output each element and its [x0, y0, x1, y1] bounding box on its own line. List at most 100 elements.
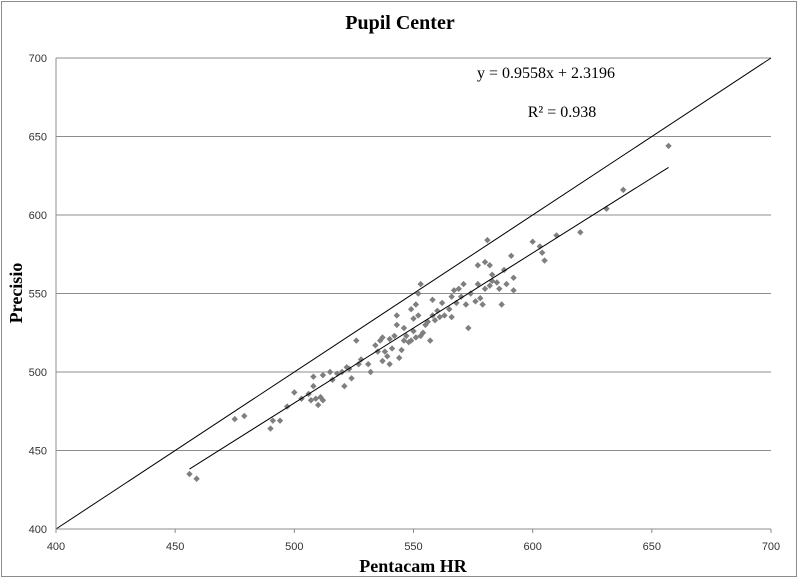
- chart-title: Pupil Center: [345, 12, 455, 34]
- data-point: [386, 360, 393, 368]
- data-point: [503, 280, 510, 288]
- data-point: [474, 280, 482, 288]
- x-tick-label: 600: [523, 541, 541, 553]
- data-point: [319, 371, 327, 379]
- data-point: [620, 186, 627, 194]
- data-point: [441, 312, 448, 319]
- data-point: [510, 287, 517, 294]
- y-axis-title: Precisio: [6, 263, 26, 324]
- data-point: [186, 470, 193, 478]
- trendline-group: [189, 167, 669, 470]
- data-point: [407, 306, 415, 313]
- data-points: [186, 142, 672, 482]
- x-tick-label: 500: [285, 541, 303, 553]
- data-point: [310, 382, 317, 390]
- data-point: [407, 337, 415, 344]
- data-point: [410, 327, 417, 335]
- data-point: [498, 301, 505, 308]
- data-point: [486, 282, 493, 289]
- data-point: [267, 425, 274, 432]
- data-point: [446, 306, 453, 313]
- data-point: [388, 345, 396, 352]
- data-point: [460, 280, 467, 288]
- data-point: [269, 417, 277, 424]
- data-point: [457, 293, 465, 300]
- data-point: [496, 285, 503, 292]
- data-point: [379, 357, 386, 365]
- data-point: [481, 258, 489, 266]
- axes: [55, 58, 772, 533]
- data-point: [479, 301, 486, 308]
- reference-line: [55, 57, 772, 530]
- data-point: [193, 475, 200, 482]
- y-tick-label: 650: [29, 132, 47, 144]
- data-point: [467, 290, 474, 297]
- data-point: [484, 236, 491, 244]
- y-tick-labels: 400 450 500 550 600 650 700: [29, 53, 47, 536]
- data-point: [386, 335, 393, 343]
- data-point: [379, 334, 386, 341]
- data-point: [426, 337, 434, 344]
- data-point: [431, 316, 439, 324]
- data-point: [603, 205, 610, 212]
- data-point: [326, 368, 334, 376]
- data-point: [393, 312, 401, 319]
- data-point: [429, 296, 436, 303]
- data-point: [493, 279, 501, 286]
- data-point: [348, 375, 355, 382]
- data-point: [353, 337, 360, 344]
- data-point: [465, 324, 472, 332]
- data-point: [455, 285, 462, 292]
- y-tick-label: 600: [29, 210, 47, 222]
- data-point: [529, 238, 536, 245]
- data-point: [291, 389, 298, 396]
- data-point: [417, 280, 424, 288]
- data-point: [365, 360, 372, 368]
- data-point: [314, 401, 322, 409]
- data-point: [357, 356, 365, 363]
- data-point: [488, 271, 496, 278]
- data-point: [391, 332, 398, 340]
- x-tick-labels: 400 450 500 550 600 650 700: [47, 541, 780, 553]
- data-point: [319, 397, 327, 404]
- reference-line-group: [55, 57, 772, 530]
- data-point: [474, 262, 482, 269]
- x-tick-label: 650: [643, 541, 661, 553]
- data-point: [393, 321, 401, 329]
- data-point: [400, 324, 408, 332]
- y-tick-label: 550: [29, 289, 47, 301]
- data-point: [486, 262, 493, 269]
- data-point: [381, 348, 389, 355]
- data-point: [481, 285, 489, 292]
- data-point: [372, 342, 379, 349]
- y-tick-label: 500: [29, 367, 47, 379]
- x-tick-label: 450: [166, 541, 184, 553]
- data-point: [355, 360, 362, 368]
- data-point: [396, 354, 403, 362]
- data-point: [541, 257, 548, 264]
- y-tick-label: 450: [29, 446, 47, 458]
- data-point: [341, 382, 348, 390]
- data-point: [453, 299, 460, 307]
- data-point: [415, 290, 422, 297]
- data-point: [477, 295, 484, 302]
- data-point: [276, 417, 284, 424]
- data-point: [510, 274, 517, 281]
- data-point: [412, 301, 420, 308]
- data-point: [472, 298, 479, 305]
- data-point: [438, 299, 446, 307]
- data-point: [231, 415, 238, 423]
- data-point: [419, 329, 427, 336]
- data-point: [310, 373, 317, 380]
- x-axis-title: Pentacam HR: [359, 556, 467, 576]
- y-tick-label: 700: [29, 53, 47, 65]
- equation-annotation: y = 0.9558x + 2.3196: [477, 65, 615, 82]
- y-tick-label: 400: [29, 524, 47, 536]
- grid-lines: [56, 57, 771, 451]
- x-tick-label: 550: [404, 541, 422, 553]
- data-point: [410, 315, 417, 322]
- x-tick-label: 400: [47, 541, 65, 553]
- data-point: [577, 229, 584, 236]
